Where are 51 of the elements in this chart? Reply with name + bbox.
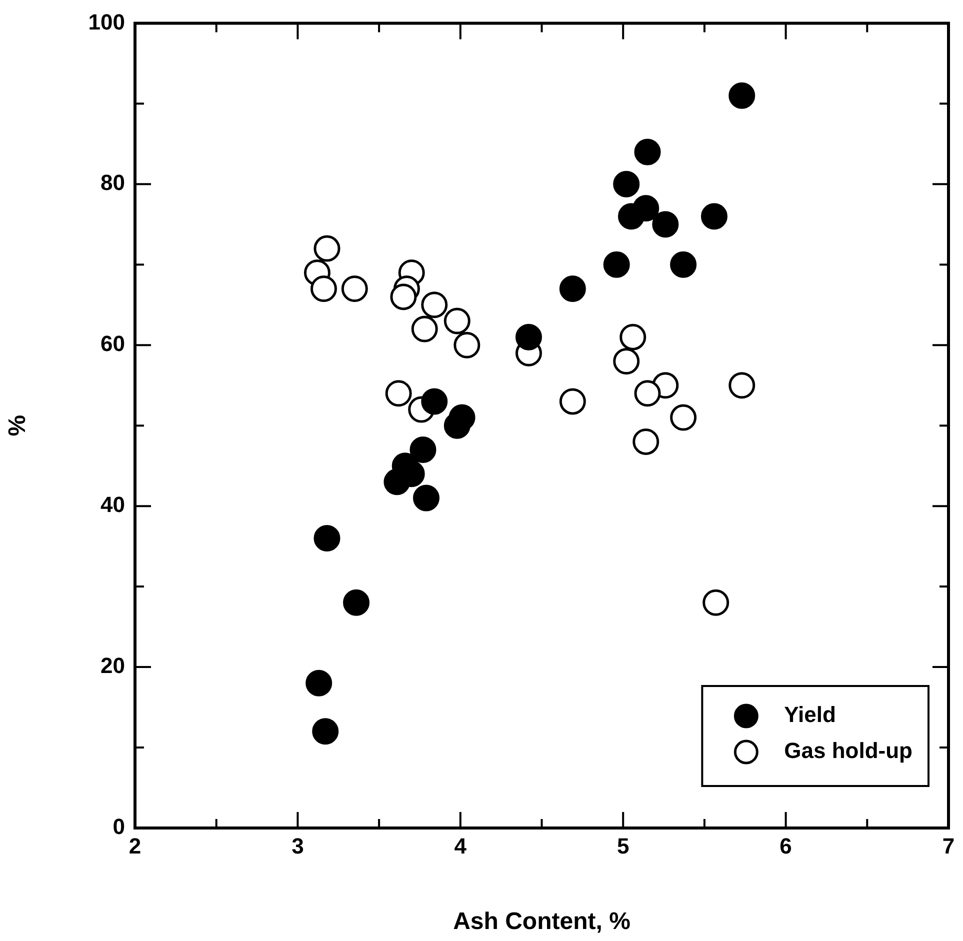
point [385, 380, 412, 407]
point [421, 388, 448, 415]
point [412, 484, 440, 512]
x-tick-label: 5 [616, 833, 630, 858]
point [559, 388, 586, 415]
point [444, 308, 470, 334]
point [700, 203, 728, 230]
point [613, 170, 640, 198]
point [603, 251, 630, 278]
point [613, 348, 640, 374]
point [310, 276, 337, 302]
y-tick-label: 80 [100, 170, 125, 196]
y-tick-label: 20 [100, 653, 125, 678]
point [314, 525, 340, 552]
point [384, 468, 410, 496]
point [343, 589, 370, 616]
point [454, 332, 480, 358]
point [670, 251, 697, 278]
y-tick-label: 0 [112, 814, 125, 840]
point [728, 82, 756, 109]
point [314, 235, 340, 262]
point [559, 276, 586, 302]
point [421, 292, 448, 318]
point [618, 203, 644, 230]
y-tick-label: 40 [100, 492, 125, 518]
point [632, 428, 660, 455]
legend-label: Yield [784, 702, 836, 728]
point [306, 670, 332, 696]
x-tick-label: 2 [128, 833, 142, 858]
point [411, 316, 438, 342]
point [620, 324, 646, 350]
x-tick-label: 4 [454, 833, 468, 858]
point [341, 276, 368, 302]
point [728, 372, 756, 399]
point [390, 284, 417, 310]
point [670, 404, 697, 431]
x-axis-title: Ash Content, % [453, 908, 630, 936]
point [702, 589, 730, 616]
y-tick-label: 60 [100, 331, 125, 356]
x-tick-label: 6 [780, 833, 792, 858]
point [312, 718, 339, 745]
point [634, 138, 661, 166]
point [652, 211, 679, 238]
x-tick-label: 3 [292, 833, 304, 858]
y-axis-title: % [4, 414, 32, 436]
point [634, 380, 661, 407]
legend-label: Gas hold-up [784, 738, 912, 764]
x-tick-label: 7 [942, 833, 955, 858]
point [515, 324, 542, 350]
point [410, 436, 436, 463]
y-tick-label: 100 [88, 9, 125, 34]
